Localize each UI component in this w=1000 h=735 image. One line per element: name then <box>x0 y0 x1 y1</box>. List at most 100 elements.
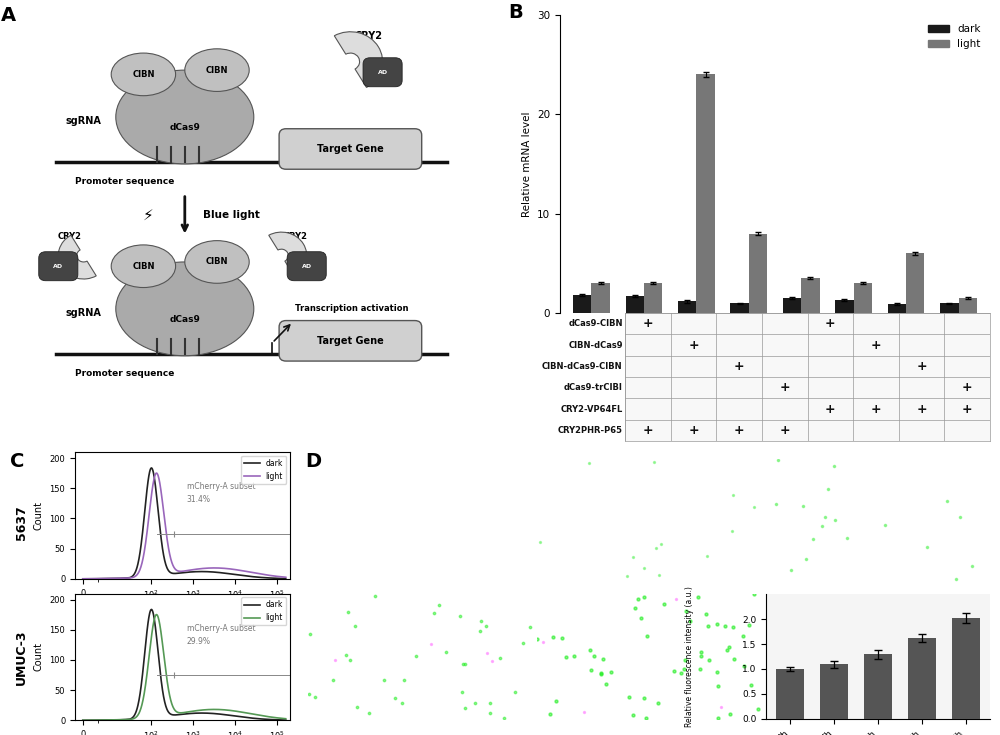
Point <box>839 531 855 543</box>
Text: CIBN: CIBN <box>206 257 228 267</box>
Point <box>717 620 733 632</box>
Point <box>535 636 551 648</box>
Point <box>709 619 725 631</box>
Point <box>817 511 833 523</box>
Text: Blue light: Blue light <box>203 210 260 220</box>
Point <box>621 691 637 703</box>
Text: +: + <box>642 424 653 437</box>
Text: +: + <box>734 360 744 373</box>
Text: +: + <box>871 403 881 415</box>
Point <box>638 712 654 724</box>
Point <box>701 653 717 665</box>
Ellipse shape <box>116 262 254 356</box>
Point <box>827 514 843 526</box>
FancyBboxPatch shape <box>279 129 422 169</box>
Point <box>327 654 343 666</box>
Bar <box>678 301 696 313</box>
Point <box>542 709 558 720</box>
Point <box>805 533 821 545</box>
Point <box>630 593 646 605</box>
Point <box>347 620 363 632</box>
Ellipse shape <box>116 70 254 164</box>
Point <box>678 605 694 617</box>
Point <box>478 620 494 632</box>
Point <box>722 709 738 720</box>
Text: CRY2PHR-P65: CRY2PHR-P65 <box>558 426 623 435</box>
Point <box>307 691 323 703</box>
Point <box>396 674 412 686</box>
Point <box>919 541 935 553</box>
Text: B: B <box>508 3 523 22</box>
FancyBboxPatch shape <box>363 58 402 87</box>
Y-axis label: Relative mRNA level: Relative mRNA level <box>522 111 532 217</box>
Point <box>639 631 655 642</box>
Text: D: D <box>305 452 321 471</box>
Point <box>515 637 531 649</box>
Point <box>482 698 498 709</box>
Text: C: C <box>10 452 24 471</box>
Text: CRY2: CRY2 <box>58 232 82 241</box>
Point <box>710 712 726 724</box>
Point <box>554 632 570 644</box>
Text: AD: AD <box>378 70 388 75</box>
Point <box>814 520 830 532</box>
Bar <box>644 283 662 313</box>
Point <box>482 707 498 719</box>
Point <box>522 621 538 633</box>
Point <box>682 616 698 628</box>
Point <box>826 460 842 472</box>
Point <box>750 703 766 714</box>
Point <box>673 667 689 679</box>
Point <box>454 686 470 698</box>
Point <box>783 564 799 576</box>
Point <box>593 667 609 678</box>
Bar <box>591 283 610 313</box>
Point <box>340 606 356 617</box>
Point <box>666 665 682 677</box>
Point <box>646 456 662 467</box>
Text: mCherry-A subset: mCherry-A subset <box>187 482 255 492</box>
Point <box>636 692 652 704</box>
Point <box>472 625 488 637</box>
Point <box>625 709 641 720</box>
Point <box>636 592 652 603</box>
Bar <box>749 234 767 313</box>
Point <box>725 490 741 501</box>
Point <box>342 654 358 666</box>
Point <box>325 674 341 686</box>
Point <box>650 698 666 709</box>
Point <box>376 674 392 686</box>
Point <box>302 628 318 639</box>
Point <box>367 591 383 603</box>
Bar <box>959 298 977 313</box>
Point <box>479 648 495 659</box>
Point <box>529 634 545 645</box>
Point <box>741 619 757 631</box>
Bar <box>854 283 872 313</box>
Text: Target Gene: Target Gene <box>317 336 384 346</box>
Point <box>423 638 439 650</box>
Bar <box>783 298 801 313</box>
Point <box>709 666 725 678</box>
Point <box>668 593 684 605</box>
Text: 5637: 5637 <box>15 506 28 540</box>
Text: dCas9-trCIBI: dCas9-trCIBI <box>564 383 623 392</box>
Text: Target Gene: Target Gene <box>317 144 384 154</box>
Text: dCas9-CIBN: dCas9-CIBN <box>568 319 623 329</box>
Point <box>394 697 410 709</box>
Point <box>677 654 693 666</box>
Point <box>820 484 836 495</box>
Point <box>726 653 742 664</box>
Point <box>690 592 706 603</box>
Wedge shape <box>334 32 383 87</box>
Point <box>361 707 377 719</box>
Point <box>603 666 619 678</box>
Point <box>492 653 508 664</box>
Point <box>719 644 735 656</box>
Text: CRY2: CRY2 <box>355 31 383 41</box>
Text: CRY2-VP64FL: CRY2-VP64FL <box>560 404 623 414</box>
Y-axis label: Count: Count <box>34 501 44 530</box>
Point <box>457 702 473 714</box>
Point <box>452 610 468 622</box>
Text: dCas9: dCas9 <box>169 315 200 324</box>
